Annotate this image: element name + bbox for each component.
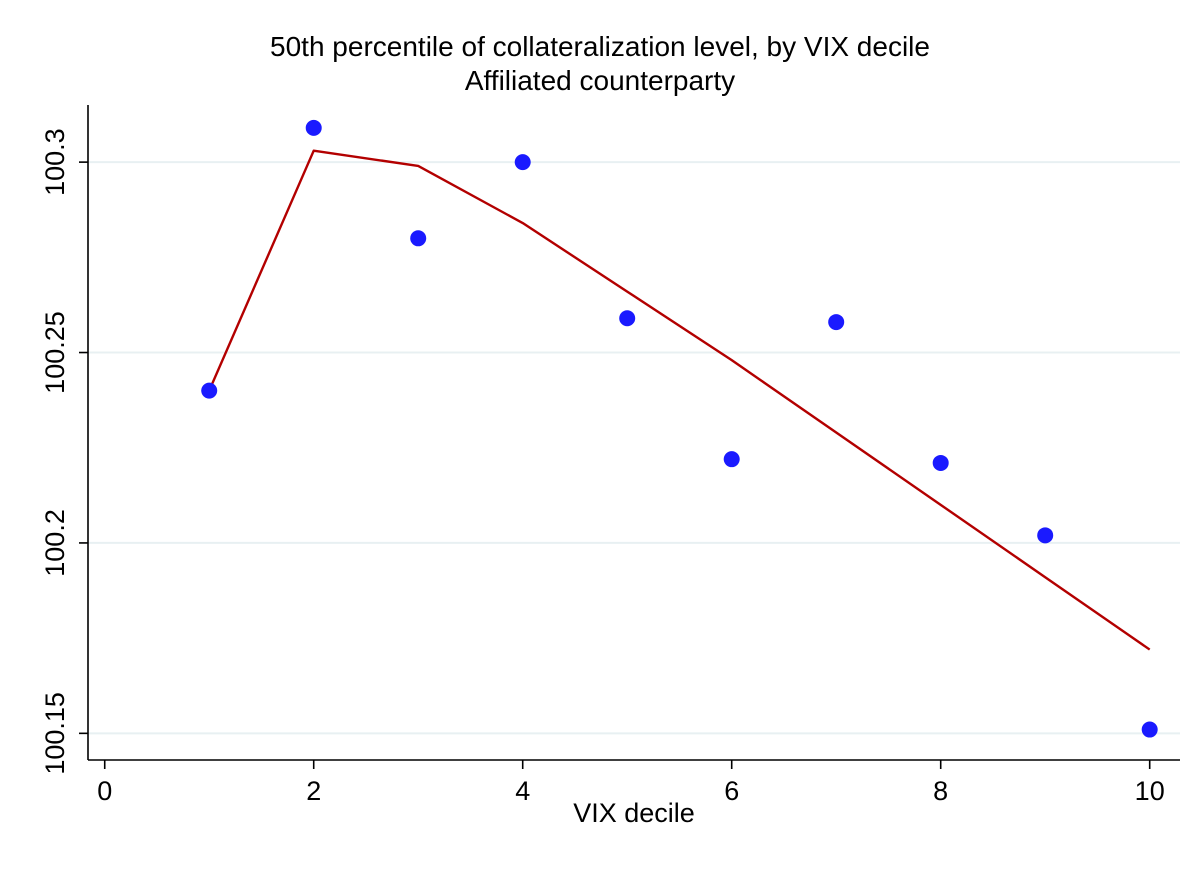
x-tick-label: 4 <box>515 776 530 806</box>
y-tick-label: 100.2 <box>40 509 70 577</box>
scatter-point <box>932 454 949 471</box>
scatter-point <box>1037 527 1054 544</box>
x-tick-label: 10 <box>1135 776 1165 806</box>
x-tick-label: 6 <box>724 776 739 806</box>
scatter-point <box>410 230 427 247</box>
y-tick-label: 100.15 <box>40 692 70 775</box>
scatter-point <box>201 382 218 399</box>
x-tick-label: 0 <box>97 776 112 806</box>
y-tick-label: 100.25 <box>40 311 70 394</box>
x-tick-label: 2 <box>306 776 321 806</box>
scatter-point <box>619 310 636 327</box>
chart-title: 50th percentile of collateralization lev… <box>270 31 930 62</box>
scatter-point <box>723 451 740 468</box>
x-axis-label: VIX decile <box>573 798 695 828</box>
chart-subtitle: Affiliated counterparty <box>464 65 736 96</box>
fit-line <box>208 149 1151 651</box>
y-tick-label: 100.3 <box>40 128 70 196</box>
scatter-point <box>514 154 531 171</box>
scatter-point <box>305 119 322 136</box>
scatter-point <box>828 314 845 331</box>
x-tick-label: 8 <box>933 776 948 806</box>
chart-title-block: 50th percentile of collateralization lev… <box>0 30 1200 98</box>
scatter-point <box>1141 721 1158 738</box>
